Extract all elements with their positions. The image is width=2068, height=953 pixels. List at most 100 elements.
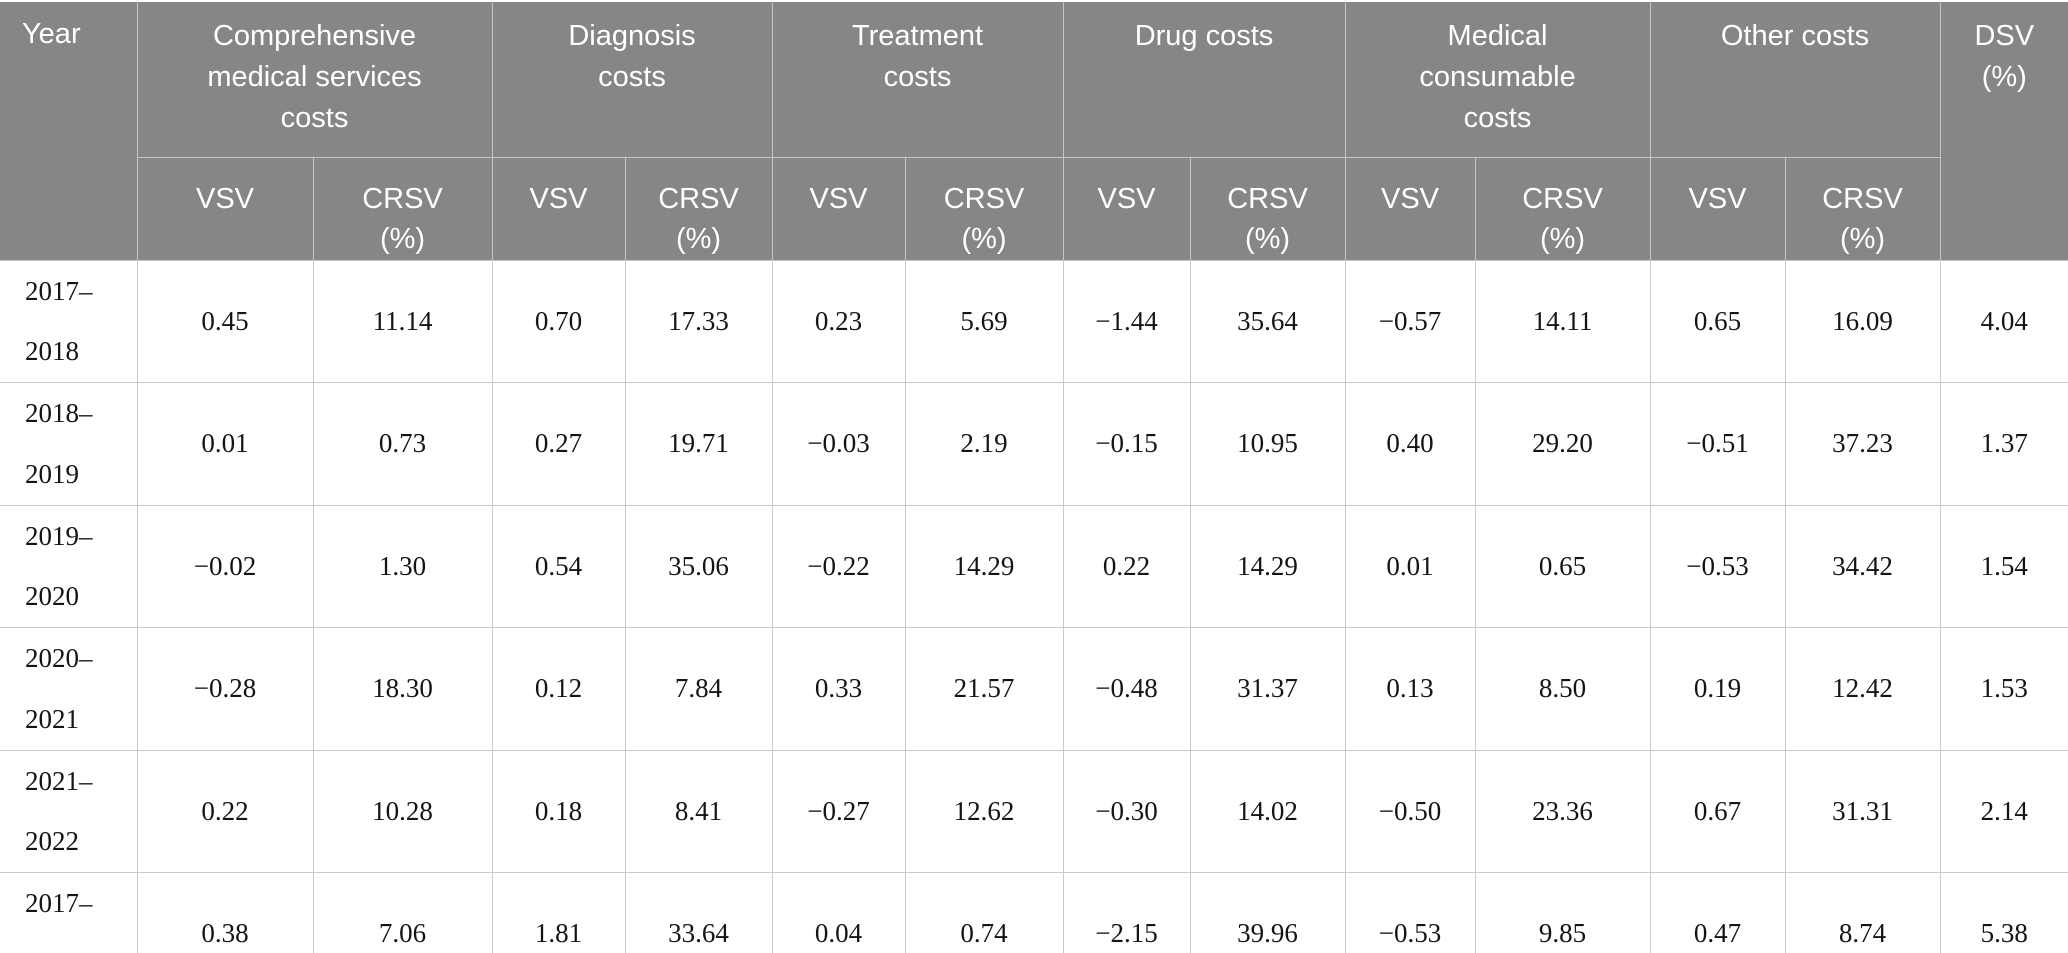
- header-line: Diagnosis: [568, 20, 696, 52]
- cell-value: 0.23: [771, 259, 906, 383]
- year-line: 2017–: [25, 275, 93, 306]
- header-line: (%): [1539, 222, 1586, 255]
- cell-value: 0.65: [1474, 504, 1651, 628]
- col-group-comprehensive: Comprehensive medical services costs: [136, 2, 493, 158]
- cell-value: −0.51: [1649, 382, 1786, 506]
- table-row: 2017– 2018 0.45 11.14 0.70 17.33 0.23 5.…: [0, 259, 2068, 383]
- col-group-treatment: Treatment costs: [771, 2, 1064, 158]
- cell-value: 8.41: [624, 749, 773, 873]
- header-line: medical services: [207, 61, 422, 94]
- cell-value: 14.29: [904, 504, 1064, 628]
- cell-value: 35.64: [1189, 259, 1346, 383]
- cell-value: 0.65: [1649, 259, 1786, 383]
- cell-year: 2021– 2022: [0, 749, 138, 873]
- cell-value: −0.28: [136, 627, 314, 751]
- cell-value: 31.37: [1189, 627, 1346, 751]
- header-line: CRSV: [362, 182, 443, 215]
- header-sub-row: VSV CRSV (%) VSV CRSV (%) VSV CRSV (%) V…: [0, 157, 2068, 261]
- subcol-crsv: CRSV (%): [1474, 157, 1651, 261]
- header-line: Medical: [1447, 20, 1548, 52]
- header-line: costs: [1463, 102, 1532, 135]
- cell-value: 21.57: [904, 627, 1064, 751]
- cell-value: −0.53: [1649, 504, 1786, 628]
- cell-value: 23.36: [1474, 749, 1651, 873]
- cell-value: 10.95: [1189, 382, 1346, 506]
- cell-value: 4.04: [1939, 259, 2068, 383]
- cell-value: 8.74: [1784, 872, 1941, 953]
- subcol-vsv: VSV: [1649, 157, 1786, 261]
- cell-value: 0.01: [1344, 504, 1476, 628]
- cell-value: 16.09: [1784, 259, 1941, 383]
- cell-year: 2017– 2022: [0, 872, 138, 953]
- cell-value: 8.50: [1474, 627, 1651, 751]
- cell-year: 2020– 2021: [0, 627, 138, 751]
- cell-value: −0.50: [1344, 749, 1476, 873]
- cell-value: 12.42: [1784, 627, 1941, 751]
- cell-value: 7.84: [624, 627, 773, 751]
- cell-value: −0.22: [771, 504, 906, 628]
- cell-value: 31.31: [1784, 749, 1941, 873]
- cell-value: 14.29: [1189, 504, 1346, 628]
- header-line: Comprehensive: [212, 20, 417, 52]
- cell-value: 0.38: [136, 872, 314, 953]
- cell-value: 0.12: [491, 627, 626, 751]
- cell-value: −0.27: [771, 749, 906, 873]
- subcol-vsv: VSV: [491, 157, 626, 261]
- cell-value: 39.96: [1189, 872, 1346, 953]
- subcol-vsv: VSV: [771, 157, 906, 261]
- header-line: CRSV: [943, 182, 1025, 215]
- table-row: 2018– 2019 0.01 0.73 0.27 19.71 −0.03 2.…: [0, 382, 2068, 506]
- header-group-row: Year Comprehensive medical services cost…: [0, 2, 2068, 261]
- header-line: consumable: [1419, 61, 1576, 94]
- cell-value: 0.45: [136, 259, 314, 383]
- cell-value: 0.19: [1649, 627, 1786, 751]
- cell-value: 0.67: [1649, 749, 1786, 873]
- cell-value: 11.14: [312, 259, 493, 383]
- cell-value: 37.23: [1784, 382, 1941, 506]
- cell-value: −0.48: [1062, 627, 1191, 751]
- header-line: CRSV: [1522, 182, 1603, 215]
- cell-value: 0.13: [1344, 627, 1476, 751]
- header-line: CRSV: [1227, 182, 1308, 215]
- cell-value: 1.53: [1939, 627, 2068, 751]
- cell-value: 0.40: [1344, 382, 1476, 506]
- cell-value: 29.20: [1474, 382, 1651, 506]
- cell-value: −0.57: [1344, 259, 1476, 383]
- cell-value: −2.15: [1062, 872, 1191, 953]
- table-row: 2017– 2022 0.38 7.06 1.81 33.64 0.04 0.7…: [0, 872, 2068, 953]
- cell-value: 0.73: [312, 382, 493, 506]
- header-line: Treatment: [851, 20, 984, 52]
- header-line: costs: [280, 102, 349, 135]
- cell-value: 1.37: [1939, 382, 2068, 506]
- cell-value: 14.02: [1189, 749, 1346, 873]
- col-group-diagnosis: Diagnosis costs: [491, 2, 773, 158]
- col-group-drug: Drug costs: [1062, 2, 1346, 158]
- subcol-crsv: CRSV (%): [904, 157, 1064, 261]
- year-line: 2019–: [25, 520, 93, 551]
- cell-value: 12.62: [904, 749, 1064, 873]
- cell-value: 0.47: [1649, 872, 1786, 953]
- cell-value: 7.06: [312, 872, 493, 953]
- cell-value: −0.15: [1062, 382, 1191, 506]
- header-line: (%): [1839, 222, 1886, 255]
- cell-value: −0.02: [136, 504, 314, 628]
- col-group-other: Other costs: [1649, 2, 1941, 158]
- cell-value: 1.54: [1939, 504, 2068, 628]
- header-line: Other costs: [1720, 20, 1870, 52]
- col-header-dsv: DSV (%): [1939, 2, 2068, 261]
- cell-value: 14.11: [1474, 259, 1651, 383]
- cell-value: 0.27: [491, 382, 626, 506]
- subcol-crsv: CRSV (%): [624, 157, 773, 261]
- header-line: CRSV: [1822, 182, 1903, 215]
- header-line: (%): [961, 222, 1007, 255]
- cell-value: −0.53: [1344, 872, 1476, 953]
- header-line: costs: [598, 61, 666, 94]
- header-line: CRSV: [658, 182, 739, 215]
- subcol-crsv: CRSV (%): [312, 157, 493, 261]
- year-line: 2020: [25, 581, 79, 612]
- cell-value: 34.42: [1784, 504, 1941, 628]
- year-line: 2019: [25, 458, 79, 489]
- header-line: costs: [883, 61, 952, 94]
- cell-value: 2.19: [904, 382, 1064, 506]
